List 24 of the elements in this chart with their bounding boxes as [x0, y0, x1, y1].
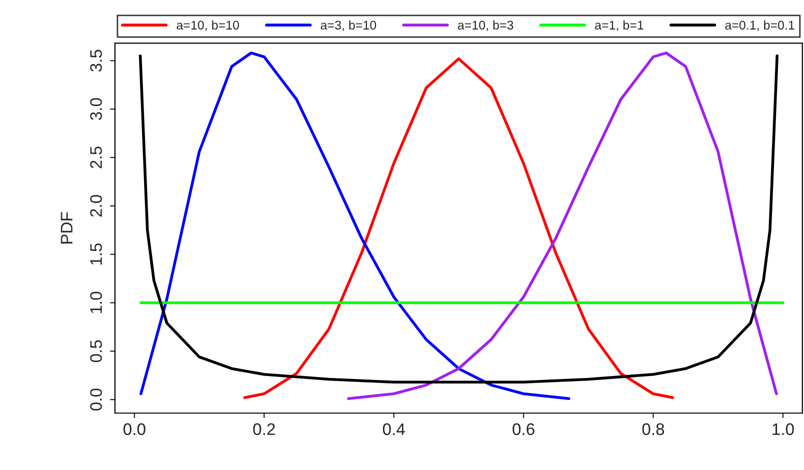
legend-label: a=10, b=3: [458, 20, 514, 32]
line-series: [138, 54, 778, 384]
legend-label: a=0.1, b=0.1: [725, 20, 794, 32]
x-tick-label: 0.6: [512, 423, 534, 436]
y-tick-label: 3.5: [90, 50, 102, 72]
x-tick-label: 1.0: [772, 423, 794, 436]
y-tick-label: 0.0: [90, 388, 102, 411]
legend-label: a=3, b=10: [320, 20, 376, 32]
y-tick-label: 1.5: [90, 243, 102, 265]
y-tick-label: 3.0: [90, 98, 102, 120]
line-series: [243, 57, 674, 400]
x-tick-label: 0.8: [642, 423, 664, 436]
legend-label: a=10, b=10: [176, 20, 239, 32]
x-tick-label: 0.2: [253, 423, 275, 436]
legend-label: a=1, b=1: [595, 20, 644, 32]
line-series: [140, 52, 570, 400]
y-tick-label: 1.0: [90, 292, 102, 314]
y-tick-label: 2.5: [90, 146, 102, 168]
x-tick-label: 0.0: [123, 423, 146, 436]
line-series: [347, 52, 778, 400]
y-tick-label: 0.5: [90, 340, 102, 362]
y-tick-label: 2.0: [90, 194, 102, 217]
y-axis-title: PDF: [60, 212, 72, 244]
x-tick-label: 0.4: [382, 423, 405, 436]
